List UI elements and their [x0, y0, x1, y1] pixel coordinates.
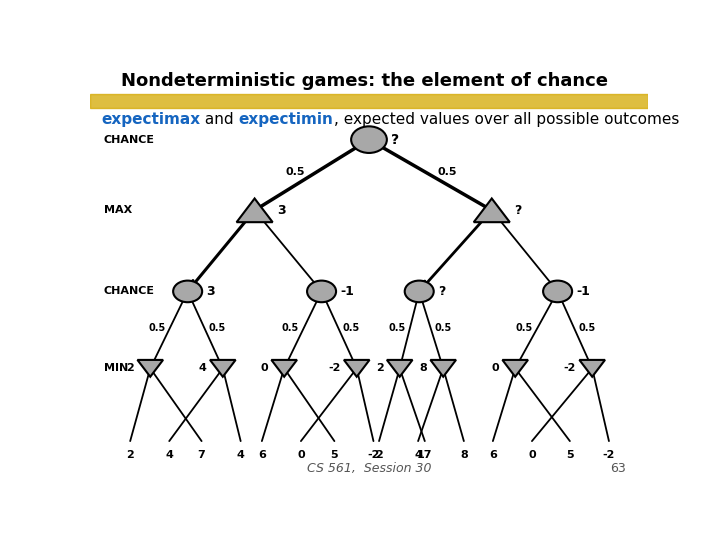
Text: 0: 0	[528, 450, 536, 460]
Text: 5: 5	[566, 450, 574, 460]
Text: expectimin: expectimin	[239, 112, 333, 127]
Text: Nondeterministic games: the element of chance: Nondeterministic games: the element of c…	[121, 72, 608, 90]
Text: CS 561,  Session 30: CS 561, Session 30	[307, 462, 431, 475]
Text: 4: 4	[414, 450, 422, 460]
Polygon shape	[474, 199, 510, 222]
Text: 4: 4	[237, 450, 245, 460]
Text: 4: 4	[199, 363, 207, 373]
Text: CHANCE: CHANCE	[104, 134, 155, 145]
Polygon shape	[237, 199, 273, 222]
Text: ?: ?	[438, 285, 446, 298]
Bar	[90, 94, 648, 109]
Text: 0.5: 0.5	[148, 323, 166, 333]
Text: 3: 3	[277, 204, 286, 217]
Text: and: and	[200, 112, 239, 127]
Polygon shape	[344, 360, 369, 377]
Text: MAX: MAX	[104, 205, 132, 215]
Text: -2: -2	[564, 363, 576, 373]
Text: ?: ?	[392, 133, 400, 147]
Circle shape	[405, 281, 433, 302]
Text: 0.5: 0.5	[516, 323, 533, 333]
Text: 5: 5	[330, 450, 338, 460]
Text: 0: 0	[492, 363, 499, 373]
Text: 63: 63	[610, 462, 626, 475]
Text: 6: 6	[489, 450, 497, 460]
Text: 0.5: 0.5	[209, 323, 226, 333]
Text: 6: 6	[258, 450, 266, 460]
Text: 0.5: 0.5	[389, 323, 406, 333]
Circle shape	[351, 126, 387, 153]
Text: -2: -2	[603, 450, 615, 460]
Text: 0.5: 0.5	[282, 323, 300, 333]
Text: 8: 8	[419, 363, 427, 373]
Text: ?: ?	[514, 204, 521, 217]
Polygon shape	[210, 360, 235, 377]
Text: CHANCE: CHANCE	[104, 286, 155, 296]
Polygon shape	[431, 360, 456, 377]
Circle shape	[307, 281, 336, 302]
Text: 0: 0	[261, 363, 268, 373]
Text: 8: 8	[460, 450, 468, 460]
Polygon shape	[387, 360, 413, 377]
Text: 2: 2	[376, 363, 384, 373]
Text: -2: -2	[367, 450, 379, 460]
Text: -1: -1	[577, 285, 590, 298]
Circle shape	[543, 281, 572, 302]
Text: 0.5: 0.5	[435, 323, 452, 333]
Text: 0.5: 0.5	[343, 323, 360, 333]
Text: 0.5: 0.5	[579, 323, 596, 333]
Text: , expected values over all possible outcomes: , expected values over all possible outc…	[333, 112, 679, 127]
Text: 7: 7	[198, 450, 205, 460]
Text: 0.5: 0.5	[437, 167, 457, 177]
Text: 17: 17	[417, 450, 433, 460]
Circle shape	[173, 281, 202, 302]
Text: 2: 2	[126, 450, 134, 460]
Text: expectimax: expectimax	[101, 112, 200, 127]
Text: MIN: MIN	[104, 363, 128, 373]
Text: -1: -1	[341, 285, 354, 298]
Text: 0: 0	[297, 450, 305, 460]
Text: 4: 4	[166, 450, 174, 460]
Text: 3: 3	[207, 285, 215, 298]
Text: 2: 2	[375, 450, 383, 460]
Text: -2: -2	[328, 363, 341, 373]
Polygon shape	[271, 360, 297, 377]
Polygon shape	[503, 360, 528, 377]
Polygon shape	[138, 360, 163, 377]
Polygon shape	[580, 360, 605, 377]
Text: 0.5: 0.5	[285, 167, 305, 177]
Text: 2: 2	[126, 363, 134, 373]
